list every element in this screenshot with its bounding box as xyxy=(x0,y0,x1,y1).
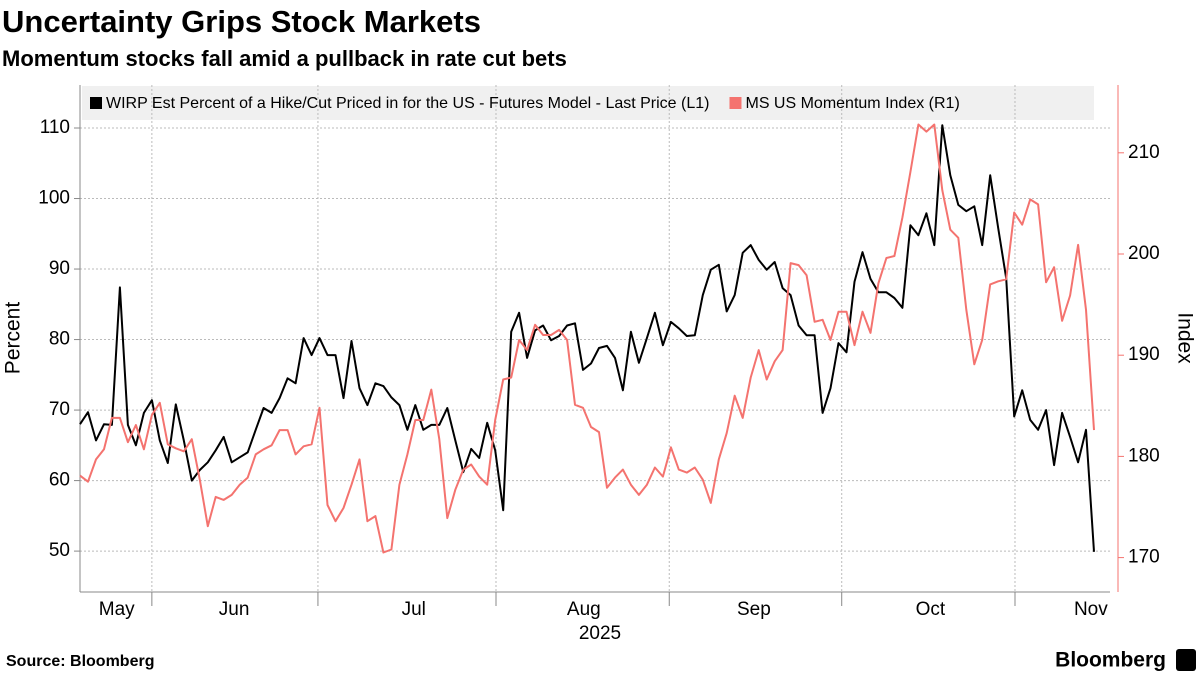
chart-subtitle: Momentum stocks fall amid a pullback in … xyxy=(2,46,567,71)
legend-label: MS US Momentum Index (R1) xyxy=(745,95,959,112)
legend-swatch xyxy=(729,97,742,109)
x-tick-label: Jul xyxy=(402,599,426,620)
y-tick-label: 110 xyxy=(40,117,70,138)
y-axis-label: Percent xyxy=(2,302,25,375)
source: Source: Bloomberg xyxy=(6,653,154,670)
y-tick-label: 60 xyxy=(49,470,70,491)
y2-tick-label: 180 xyxy=(1128,445,1160,466)
x-tick-label: Oct xyxy=(916,599,946,620)
y2-tick-label: 200 xyxy=(1128,243,1160,264)
x-tick-label: Aug xyxy=(567,599,601,620)
y2-tick-label: 170 xyxy=(1128,547,1160,568)
y-tick-label: 100 xyxy=(38,188,70,209)
y2-tick-label: 210 xyxy=(1128,142,1160,163)
y-tick-label: 90 xyxy=(49,258,70,279)
x-tick-label: Nov xyxy=(1074,599,1108,620)
x-axis-label: 2025 xyxy=(579,623,621,644)
legend-box xyxy=(82,86,1094,120)
x-tick-label: Sep xyxy=(737,599,771,620)
y-tick-label: 70 xyxy=(49,399,70,420)
y-tick-label: 50 xyxy=(49,540,70,561)
x-tick-label: Jun xyxy=(219,599,250,620)
legend-swatch xyxy=(90,97,102,109)
y-tick-label: 80 xyxy=(49,329,70,350)
chart-title: Uncertainty Grips Stock Markets xyxy=(2,4,481,39)
y2-axis-label: Index xyxy=(1173,312,1196,364)
y2-tick-label: 190 xyxy=(1128,344,1160,365)
brand-icon xyxy=(1176,649,1196,671)
series-line xyxy=(79,123,1095,554)
legend-label: WIRP Est Percent of a Hike/Cut Priced in… xyxy=(106,95,709,112)
x-tick-label: May xyxy=(99,599,135,620)
brand: Bloomberg xyxy=(1055,649,1166,672)
series-line xyxy=(79,124,1095,552)
